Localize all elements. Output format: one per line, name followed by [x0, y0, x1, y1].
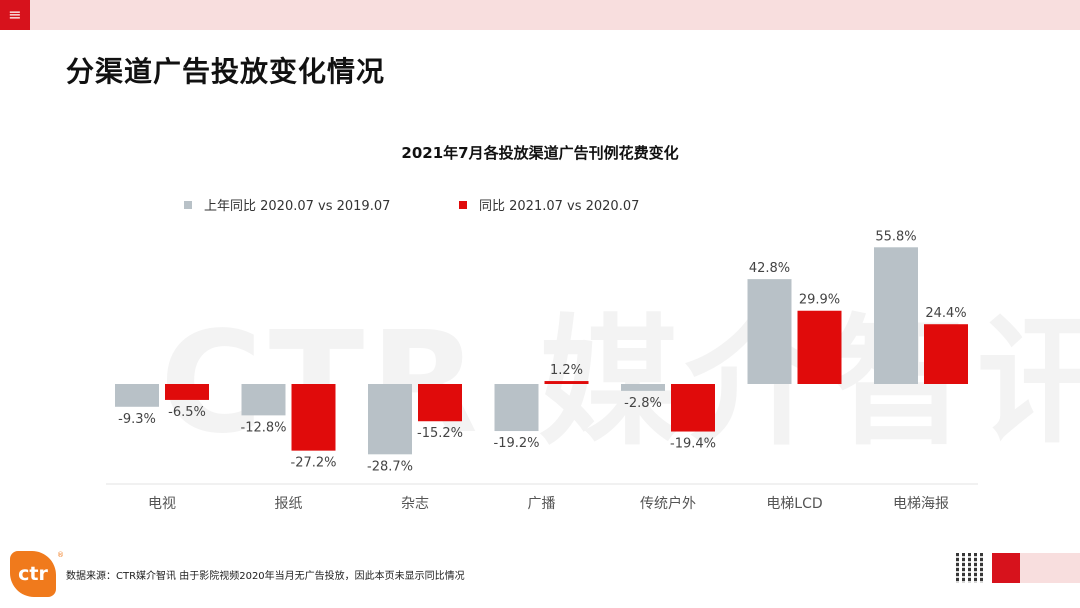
footer-red-block [992, 553, 1020, 583]
bar-prev-6 [874, 247, 918, 384]
data-label-curr-2: -15.2% [417, 426, 463, 441]
bar-prev-5 [747, 279, 792, 384]
data-label-prev-5: 42.8% [749, 261, 790, 276]
category-label-5: 电梯LCD [766, 496, 822, 512]
data-label-curr-0: -6.5% [168, 405, 206, 420]
qr-code-pattern [956, 553, 986, 583]
top-bar [0, 0, 1080, 30]
chart-title: 2021年7月各投放渠道广告刊例花费变化 [401, 144, 679, 162]
data-label-curr-4: -19.4% [670, 437, 716, 452]
data-source-note: 数据来源：CTR媒介智讯 由于影院视频2020年当月无广告投放，因此本页未显示同… [66, 571, 465, 582]
page-title: 分渠道广告投放变化情况 [66, 55, 386, 88]
bar-prev-2 [368, 384, 412, 455]
footer-pink-block [1020, 553, 1080, 583]
data-label-prev-1: -12.8% [241, 420, 287, 435]
legend-item-prev: 上年同比 2020.07 vs 2019.07 [184, 195, 390, 214]
bar-curr-4 [671, 384, 715, 432]
legend-item-curr: 同比 2021.07 vs 2020.07 [459, 195, 639, 214]
data-label-curr-1: -27.2% [291, 456, 337, 471]
bar-curr-6 [924, 324, 968, 384]
bar-prev-1 [241, 384, 286, 416]
data-label-prev-2: -28.7% [367, 459, 413, 474]
category-label-6: 电梯海报 [893, 496, 949, 512]
data-label-prev-0: -9.3% [118, 412, 156, 427]
data-label-curr-6: 24.4% [925, 306, 966, 321]
data-label-curr-3: 1.2% [550, 363, 583, 378]
bar-curr-2 [418, 384, 462, 422]
registered-mark: ® [57, 551, 64, 559]
category-label-2: 杂志 [401, 496, 429, 512]
bar-prev-4 [621, 384, 665, 391]
category-label-3: 广播 [528, 496, 556, 512]
bar-prev-3 [494, 384, 539, 432]
bar-curr-0 [165, 384, 209, 400]
bar-curr-1 [291, 384, 336, 451]
data-label-curr-5: 29.9% [799, 293, 840, 308]
legend-label-curr: 同比 2021.07 vs 2020.07 [479, 199, 640, 214]
category-label-1: 报纸 [275, 496, 303, 512]
bar-prev-0 [115, 384, 159, 407]
data-label-prev-4: -2.8% [624, 396, 662, 411]
category-label-4: 传统户外 [640, 495, 696, 512]
data-label-prev-6: 55.8% [875, 229, 916, 244]
ctr-logo: ctr [10, 551, 56, 597]
menu-icon[interactable]: ≡ [0, 0, 30, 30]
category-label-0: 电视 [148, 496, 176, 512]
bar-curr-3 [544, 381, 589, 384]
legend-label-prev: 上年同比 2020.07 vs 2019.07 [204, 199, 391, 214]
legend-swatch-curr [459, 200, 467, 209]
legend-swatch-prev [184, 200, 192, 209]
bar-curr-5 [797, 310, 842, 384]
data-label-prev-3: -19.2% [494, 436, 540, 451]
